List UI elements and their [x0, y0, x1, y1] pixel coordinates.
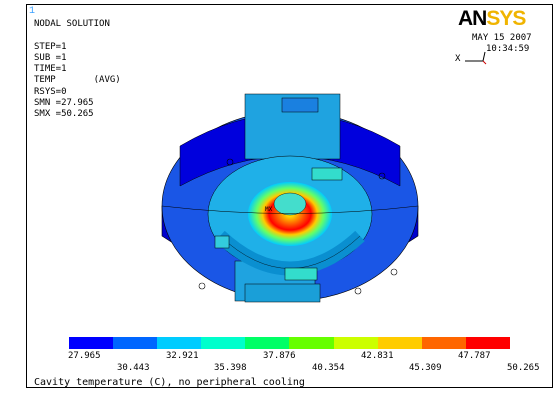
plot-caption: Cavity temperature (C), no peripheral co… [34, 377, 305, 388]
info-line: TIME=1 [34, 64, 67, 74]
legend-swatch [377, 337, 422, 349]
legend-bottom-value: 30.443 [117, 363, 150, 373]
info-line: STEP=1 [34, 42, 67, 52]
legend-swatch [289, 337, 334, 349]
info-line: TEMP (AVG) [34, 75, 121, 85]
window-number: 1 [29, 6, 36, 17]
ansys-logo: ANSYS [458, 7, 526, 31]
legend-swatch [69, 337, 114, 349]
info-line: SUB =1 [34, 53, 67, 63]
legend-swatch [201, 337, 246, 349]
legend-bottom-value: 45.309 [409, 363, 442, 373]
color-legend-bar [69, 337, 510, 349]
fe-model-plot: MX [161, 93, 419, 303]
time-label: 10:34:59 [486, 44, 530, 54]
legend-bottom-value: 35.398 [214, 363, 247, 373]
legend-top-value: 27.965 [68, 351, 101, 361]
legend-top-value: 47.787 [458, 351, 491, 361]
logo-sys: SYS [486, 7, 526, 30]
legend-swatch [421, 337, 466, 349]
info-line: SMX =50.265 [34, 109, 94, 119]
legend-swatch [465, 337, 510, 349]
triad-x-label: X [455, 54, 461, 64]
legend-top-value: 32.921 [166, 351, 199, 361]
axis-triad-icon [465, 51, 487, 65]
legend-swatch [333, 337, 378, 349]
legend-swatch [157, 337, 202, 349]
info-line: SMN =27.965 [34, 98, 94, 108]
mx-marker: MX [265, 206, 273, 213]
legend-top-value: 37.876 [263, 351, 296, 361]
legend-swatch [245, 337, 290, 349]
info-line: RSYS=0 [34, 87, 67, 97]
date-label: MAY 15 2007 [472, 33, 532, 43]
logo-an: AN [458, 7, 487, 30]
legend-top-value: 42.831 [361, 351, 394, 361]
legend-bottom-value: 40.354 [312, 363, 345, 373]
legend-swatch [113, 337, 158, 349]
info-line: NODAL SOLUTION [34, 19, 110, 29]
legend-bottom-value: 50.265 [507, 363, 540, 373]
plot-border [26, 4, 553, 388]
